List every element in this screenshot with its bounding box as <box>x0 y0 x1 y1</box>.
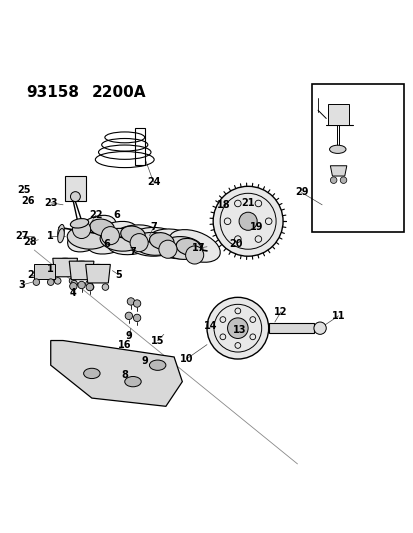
Circle shape <box>47 279 54 285</box>
Text: 3: 3 <box>19 280 25 290</box>
Polygon shape <box>65 176 85 201</box>
Text: 29: 29 <box>294 188 308 198</box>
Ellipse shape <box>70 219 88 228</box>
Text: 10: 10 <box>179 354 193 364</box>
Text: 25: 25 <box>17 185 31 196</box>
Circle shape <box>33 279 40 285</box>
Polygon shape <box>51 341 182 406</box>
Text: 6: 6 <box>113 210 120 220</box>
Text: 23: 23 <box>44 198 57 208</box>
Text: 22: 22 <box>89 210 102 220</box>
Circle shape <box>206 297 268 359</box>
Text: 1: 1 <box>47 231 54 241</box>
Ellipse shape <box>133 232 173 255</box>
Ellipse shape <box>106 225 159 255</box>
Text: 6: 6 <box>102 239 109 249</box>
Bar <box>34 264 55 279</box>
Ellipse shape <box>87 221 138 254</box>
Polygon shape <box>328 104 348 125</box>
Text: 21: 21 <box>241 198 254 208</box>
Circle shape <box>313 322 325 334</box>
Circle shape <box>78 281 85 289</box>
Text: 14: 14 <box>204 321 217 331</box>
Bar <box>311 84 404 231</box>
Circle shape <box>70 192 80 201</box>
Text: 16: 16 <box>118 340 131 350</box>
Text: 93158: 93158 <box>26 85 79 100</box>
Circle shape <box>159 240 176 259</box>
Polygon shape <box>330 166 346 176</box>
Ellipse shape <box>147 229 200 259</box>
Ellipse shape <box>83 368 100 378</box>
Text: 2200A: 2200A <box>92 85 146 100</box>
Ellipse shape <box>124 376 141 387</box>
Ellipse shape <box>161 237 202 260</box>
Circle shape <box>339 177 346 183</box>
Circle shape <box>127 298 134 305</box>
Text: 9: 9 <box>142 356 148 366</box>
Ellipse shape <box>329 145 345 154</box>
Ellipse shape <box>57 224 64 239</box>
Text: 19: 19 <box>249 222 262 232</box>
Bar <box>268 323 313 333</box>
Circle shape <box>87 284 94 290</box>
Text: 13: 13 <box>233 325 246 335</box>
Text: 5: 5 <box>115 270 122 280</box>
Text: 27: 27 <box>15 231 28 241</box>
Text: 20: 20 <box>228 239 242 249</box>
Text: 2: 2 <box>27 270 33 280</box>
Text: 26: 26 <box>21 196 35 206</box>
Ellipse shape <box>169 230 220 262</box>
Circle shape <box>133 300 140 307</box>
Ellipse shape <box>121 226 145 243</box>
Text: 8: 8 <box>121 370 128 381</box>
Circle shape <box>86 284 93 291</box>
Polygon shape <box>85 264 110 283</box>
Text: 7: 7 <box>150 222 157 232</box>
Text: 18: 18 <box>216 200 230 210</box>
Circle shape <box>71 280 77 287</box>
Text: 17: 17 <box>192 243 205 253</box>
Text: 12: 12 <box>273 306 287 317</box>
Text: 4: 4 <box>70 288 76 298</box>
Circle shape <box>133 314 140 321</box>
Ellipse shape <box>126 228 180 256</box>
Ellipse shape <box>176 238 200 255</box>
Text: 24: 24 <box>147 177 160 187</box>
Ellipse shape <box>67 215 116 252</box>
Circle shape <box>85 280 92 287</box>
Circle shape <box>227 318 247 338</box>
Ellipse shape <box>100 228 141 251</box>
Ellipse shape <box>149 232 173 249</box>
Text: 11: 11 <box>331 311 344 321</box>
Circle shape <box>101 227 119 245</box>
Circle shape <box>125 312 132 320</box>
Circle shape <box>69 282 77 290</box>
Circle shape <box>54 278 61 284</box>
Circle shape <box>72 221 90 239</box>
Ellipse shape <box>149 360 166 370</box>
Circle shape <box>330 177 336 183</box>
Text: 15: 15 <box>151 335 164 345</box>
Ellipse shape <box>67 227 108 249</box>
Circle shape <box>102 284 109 290</box>
Polygon shape <box>53 259 77 277</box>
Bar <box>135 127 145 165</box>
Polygon shape <box>69 261 94 280</box>
Circle shape <box>130 233 148 252</box>
Ellipse shape <box>57 229 64 243</box>
Ellipse shape <box>90 219 114 236</box>
Circle shape <box>238 212 256 230</box>
Text: 1: 1 <box>47 263 54 273</box>
Circle shape <box>69 278 76 284</box>
Text: 7: 7 <box>129 247 136 257</box>
Circle shape <box>185 246 203 264</box>
Text: 9: 9 <box>125 332 132 342</box>
Circle shape <box>213 187 282 256</box>
Text: 28: 28 <box>23 237 37 247</box>
